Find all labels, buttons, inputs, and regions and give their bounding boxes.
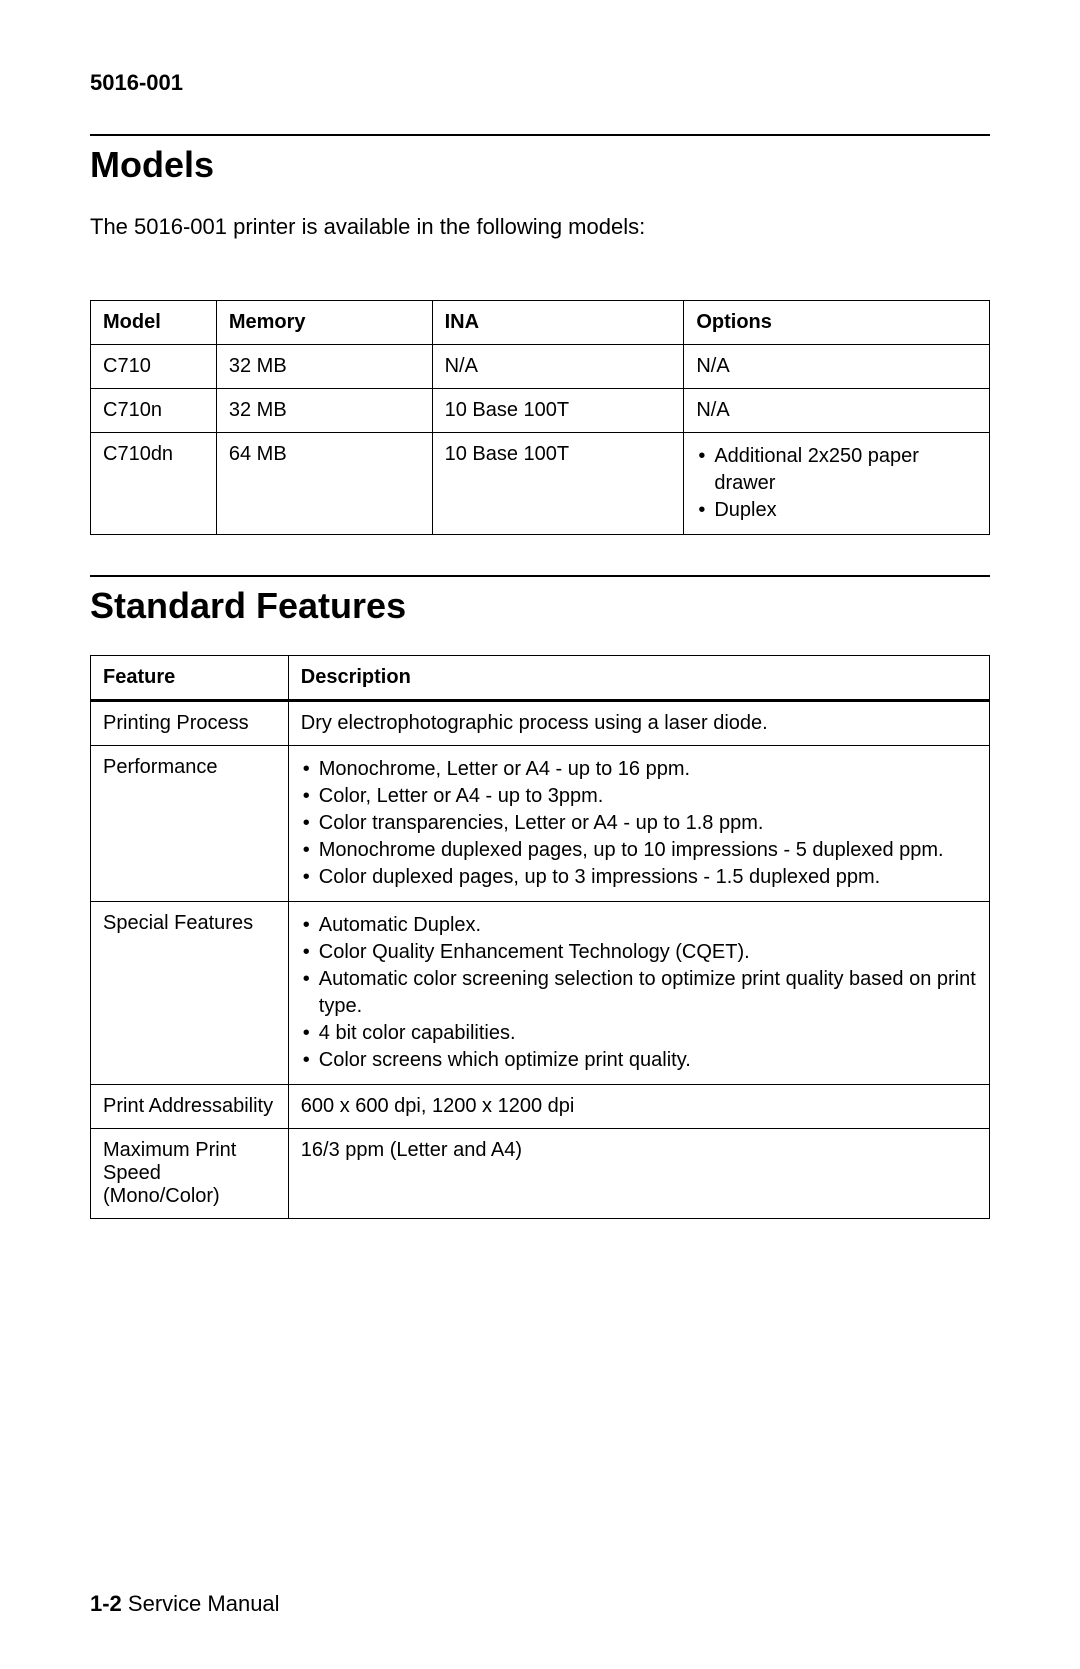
- list-item: Color, Letter or A4 - up to 3ppm.: [301, 783, 977, 810]
- models-heading: Models: [90, 144, 990, 186]
- document-code: 5016-001: [90, 70, 990, 96]
- cell-feature: Maximum Print Speed (Mono/Color): [91, 1129, 289, 1219]
- cell-memory: 64 MB: [216, 433, 432, 535]
- cell-options: N/A: [684, 345, 990, 389]
- table-row: Print Addressability600 x 600 dpi, 1200 …: [91, 1085, 990, 1129]
- table-row: PerformanceMonochrome, Letter or A4 - up…: [91, 746, 990, 902]
- table-header-row: Feature Description: [91, 656, 990, 701]
- table-row: C710n32 MB10 Base 100TN/A: [91, 389, 990, 433]
- col-header-memory: Memory: [216, 301, 432, 345]
- page-footer: 1-2 Service Manual: [90, 1591, 280, 1617]
- list-item: Monochrome, Letter or A4 - up to 16 ppm.: [301, 756, 977, 783]
- cell-model: C710dn: [91, 433, 217, 535]
- cell-model: C710n: [91, 389, 217, 433]
- section-rule: [90, 575, 990, 577]
- page-number: 1-2: [90, 1591, 122, 1616]
- cell-options: Additional 2x250 paper drawerDuplex: [684, 433, 990, 535]
- col-header-feature: Feature: [91, 656, 289, 701]
- cell-ina: 10 Base 100T: [432, 433, 684, 535]
- description-list: Automatic Duplex.Color Quality Enhanceme…: [301, 912, 977, 1074]
- cell-ina: 10 Base 100T: [432, 389, 684, 433]
- list-item: Color screens which optimize print quali…: [301, 1047, 977, 1074]
- cell-ina: N/A: [432, 345, 684, 389]
- table-row: C71032 MBN/AN/A: [91, 345, 990, 389]
- col-header-options: Options: [684, 301, 990, 345]
- list-item: Automatic color screening selection to o…: [301, 966, 977, 1020]
- cell-description: 600 x 600 dpi, 1200 x 1200 dpi: [288, 1085, 989, 1129]
- cell-description: Monochrome, Letter or A4 - up to 16 ppm.…: [288, 746, 989, 902]
- list-item: Color duplexed pages, up to 3 impression…: [301, 864, 977, 891]
- cell-description: Automatic Duplex.Color Quality Enhanceme…: [288, 902, 989, 1085]
- cell-options: N/A: [684, 389, 990, 433]
- col-header-model: Model: [91, 301, 217, 345]
- features-table: Feature Description Printing ProcessDry …: [90, 655, 990, 1219]
- cell-feature: Printing Process: [91, 701, 289, 746]
- table-row: Maximum Print Speed (Mono/Color)16/3 ppm…: [91, 1129, 990, 1219]
- features-heading: Standard Features: [90, 585, 990, 627]
- cell-description: Dry electrophotographic process using a …: [288, 701, 989, 746]
- page: 5016-001 Models The 5016-001 printer is …: [0, 0, 1080, 1669]
- options-list: Additional 2x250 paper drawerDuplex: [696, 443, 977, 524]
- cell-memory: 32 MB: [216, 389, 432, 433]
- section-rule: [90, 134, 990, 136]
- list-item: Additional 2x250 paper drawer: [696, 443, 977, 497]
- table-row: Special FeaturesAutomatic Duplex.Color Q…: [91, 902, 990, 1085]
- cell-feature: Print Addressability: [91, 1085, 289, 1129]
- list-item: Monochrome duplexed pages, up to 10 impr…: [301, 837, 977, 864]
- cell-description: 16/3 ppm (Letter and A4): [288, 1129, 989, 1219]
- list-item: Color transparencies, Letter or A4 - up …: [301, 810, 977, 837]
- models-table: Model Memory INA Options C71032 MBN/AN/A…: [90, 300, 990, 535]
- footer-label: Service Manual: [128, 1591, 280, 1616]
- cell-memory: 32 MB: [216, 345, 432, 389]
- models-intro: The 5016-001 printer is available in the…: [90, 214, 990, 240]
- list-item: Automatic Duplex.: [301, 912, 977, 939]
- list-item: Duplex: [696, 497, 977, 524]
- col-header-ina: INA: [432, 301, 684, 345]
- cell-feature: Performance: [91, 746, 289, 902]
- table-row: Printing ProcessDry electrophotographic …: [91, 701, 990, 746]
- list-item: Color Quality Enhancement Technology (CQ…: [301, 939, 977, 966]
- table-header-row: Model Memory INA Options: [91, 301, 990, 345]
- description-list: Monochrome, Letter or A4 - up to 16 ppm.…: [301, 756, 977, 891]
- cell-model: C710: [91, 345, 217, 389]
- col-header-description: Description: [288, 656, 989, 701]
- cell-feature: Special Features: [91, 902, 289, 1085]
- list-item: 4 bit color capabilities.: [301, 1020, 977, 1047]
- table-row: C710dn64 MB10 Base 100TAdditional 2x250 …: [91, 433, 990, 535]
